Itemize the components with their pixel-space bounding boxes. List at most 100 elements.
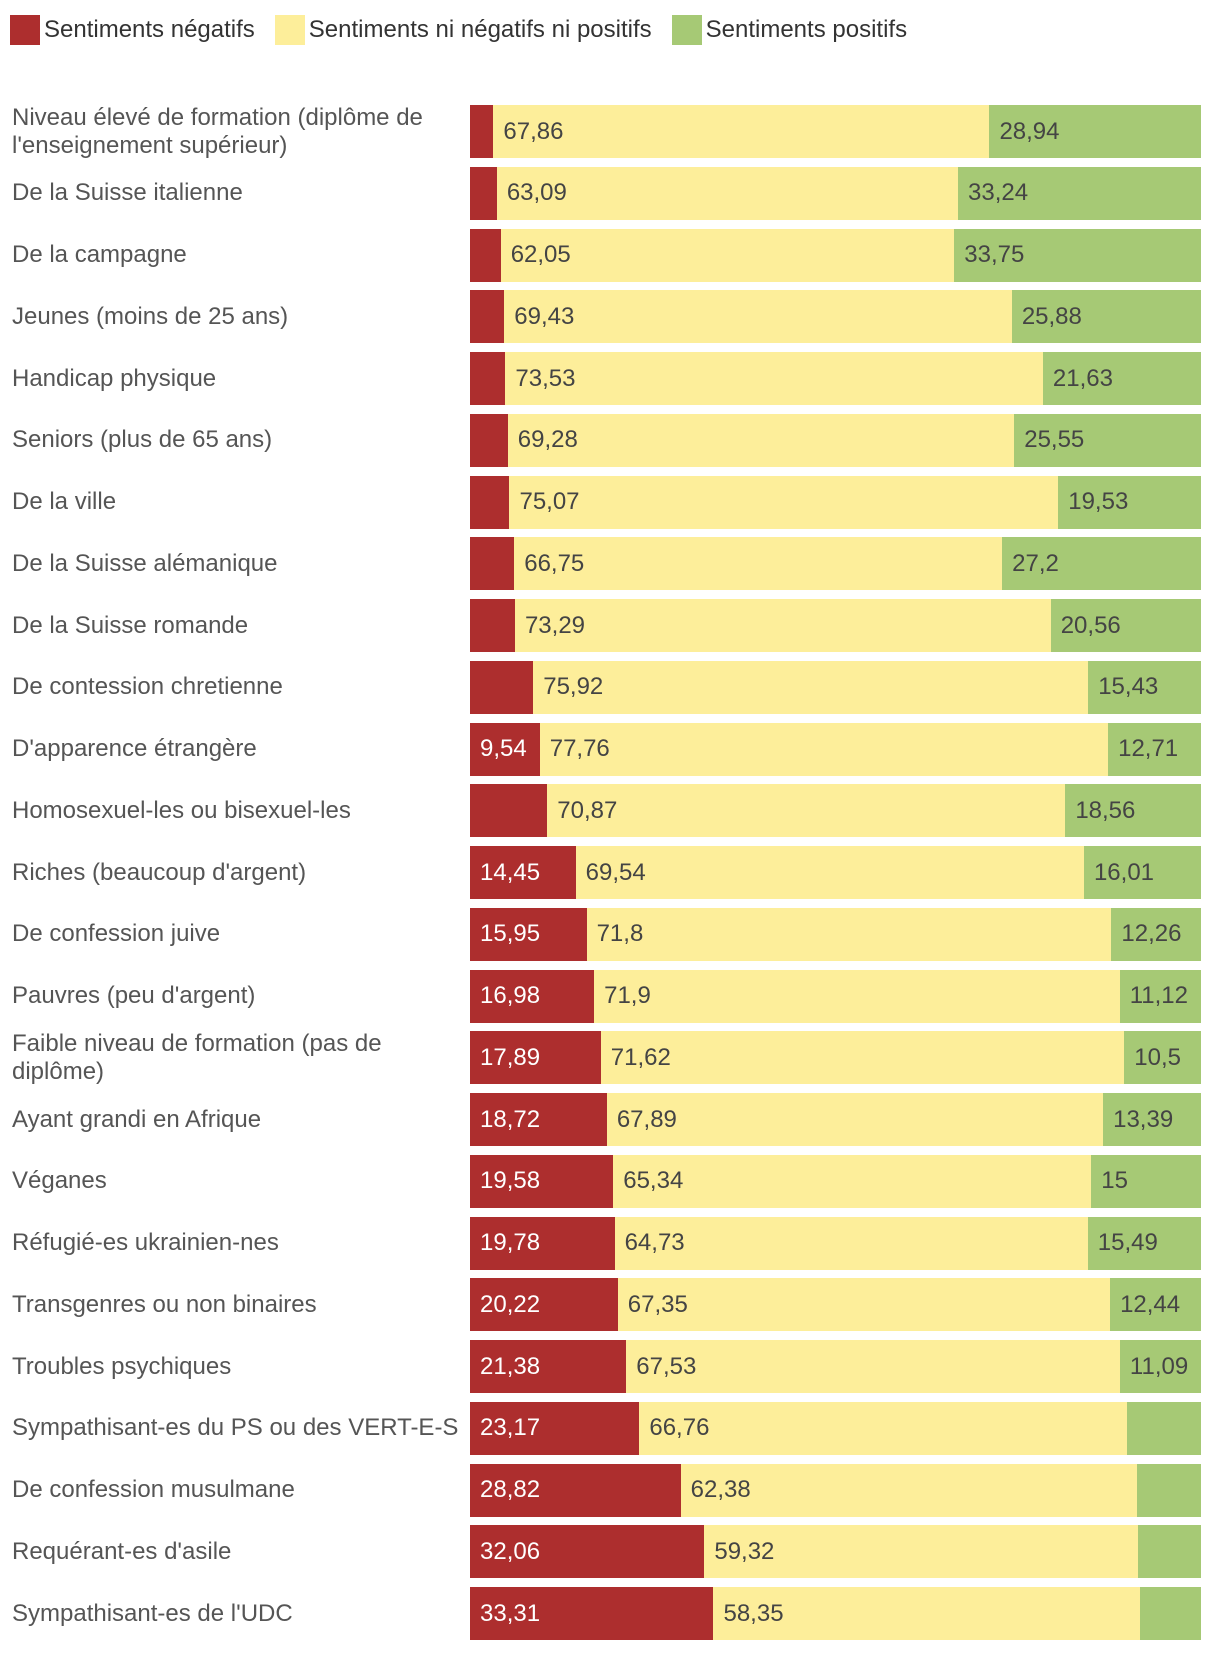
bar-negative — [470, 1340, 627, 1393]
bar-positive — [1119, 969, 1201, 1023]
value-label-positive: 11,12 — [1129, 982, 1188, 1009]
bar-neutral — [600, 1031, 1125, 1085]
legend-label-neutral: Sentiments ni négatifs ni positifs — [308, 16, 652, 43]
bar-neutral — [504, 290, 1012, 344]
value-label-negative: 17,89 — [480, 1043, 541, 1071]
value-label-positive: 12,26 — [1121, 920, 1182, 948]
bar-negative — [470, 352, 506, 405]
bar-positive — [989, 105, 1201, 158]
value-label-negative: 21,38 — [480, 1352, 541, 1380]
value-label-neutral: 69,43 — [514, 302, 575, 330]
value-label-positive: 11,09 — [1129, 1352, 1189, 1380]
value-label-positive: 20,56 — [1060, 611, 1121, 639]
bar-negative — [470, 846, 576, 899]
bar-neutral — [614, 1216, 1088, 1270]
value-label-neutral: 73,53 — [515, 364, 576, 392]
bar-neutral — [507, 413, 1015, 467]
category-label: Transgenres ou non binaires — [12, 1290, 317, 1318]
bar-negative — [470, 105, 494, 158]
legend-swatch-negative — [10, 15, 40, 45]
value-label-negative: 20,22 — [480, 1290, 541, 1318]
value-label-neutral: 75,92 — [543, 673, 604, 701]
value-label-negative: 15,95 — [480, 920, 541, 948]
bar-positive — [1136, 1463, 1201, 1517]
value-label-neutral: 70,87 — [557, 796, 618, 824]
bar-positive — [1108, 722, 1201, 776]
category-label: Troubles psychiques — [12, 1352, 232, 1380]
value-label-neutral: 64,73 — [624, 1229, 685, 1256]
bar-neutral — [539, 722, 1109, 776]
value-label-positive: 18,56 — [1075, 796, 1136, 824]
bar-positive — [1042, 352, 1201, 405]
category-label: D'apparence étrangère — [12, 735, 257, 762]
value-label-neutral: 66,75 — [524, 549, 585, 577]
value-label-positive: 28,94 — [999, 117, 1060, 145]
category-label: Véganes — [12, 1167, 107, 1195]
bar-neutral — [514, 599, 1051, 652]
value-label-positive: 13,39 — [1113, 1105, 1174, 1133]
legend-item-neutral: Sentiments ni négatifs ni positifs — [274, 15, 652, 45]
value-label-positive: 21,63 — [1052, 364, 1113, 392]
bar-positive — [1083, 846, 1201, 899]
value-label-neutral: 67,53 — [636, 1352, 697, 1380]
bar-positive — [1065, 784, 1201, 838]
category-label: Handicap physique — [12, 364, 217, 392]
bar-neutral — [500, 228, 955, 282]
value-label-neutral: 63,09 — [506, 179, 567, 207]
bar-negative — [470, 1093, 607, 1146]
bar-positive — [958, 166, 1201, 220]
bar-positive — [1088, 660, 1201, 714]
category-label: De confession juive — [12, 920, 221, 948]
category-label: Faible niveau de formation (pas de diplô… — [12, 1029, 382, 1085]
bar-negative — [470, 537, 515, 591]
value-label-neutral: 58,35 — [723, 1599, 784, 1627]
bar-positive — [1110, 1278, 1201, 1332]
category-label: De confession musulmane — [12, 1476, 295, 1503]
bar-negative — [470, 475, 510, 529]
bar-negative — [470, 1525, 705, 1579]
bar-positive — [1058, 475, 1201, 529]
legend-label-negative: Sentiments négatifs — [44, 16, 255, 43]
chart-legend: Sentiments négatifs Sentiments ni négati… — [10, 10, 927, 50]
bar-neutral — [547, 784, 1066, 838]
bar-neutral — [626, 1340, 1120, 1393]
value-label-positive: 15,43 — [1098, 673, 1159, 701]
value-label-positive: 33,24 — [968, 179, 1029, 207]
value-label-positive: 12,44 — [1120, 1290, 1181, 1318]
bar-negative — [470, 228, 501, 282]
value-label-positive: 12,71 — [1118, 735, 1179, 762]
bar-neutral — [505, 352, 1043, 405]
bar-negative — [470, 599, 515, 652]
value-label-positive: 15,49 — [1097, 1229, 1158, 1256]
value-label-negative: 16,98 — [480, 982, 541, 1009]
bar-negative — [470, 784, 548, 838]
bar-neutral — [533, 660, 1089, 714]
value-label-neutral: 62,05 — [510, 241, 571, 268]
bar-neutral — [613, 1154, 1092, 1208]
bar-neutral — [586, 907, 1112, 961]
bar-neutral — [575, 846, 1084, 899]
bar-positive — [1103, 1093, 1201, 1146]
value-label-negative: 23,17 — [480, 1414, 541, 1442]
category-label: Pauvres (peu d'argent) — [12, 982, 256, 1009]
bar-positive — [1137, 1525, 1201, 1579]
value-label-neutral: 67,35 — [627, 1290, 688, 1318]
bar-positive — [1087, 1216, 1201, 1270]
bar-positive — [954, 228, 1201, 282]
value-label-neutral: 67,86 — [503, 117, 564, 145]
category-label: De la campagne — [12, 241, 187, 268]
value-label-neutral: 65,34 — [623, 1167, 684, 1195]
value-label-positive: 27,2 — [1012, 549, 1059, 577]
bar-negative — [470, 1031, 601, 1085]
value-label-neutral: 77,76 — [549, 735, 610, 762]
bar-positive — [1011, 290, 1201, 344]
value-label-positive: 19,53 — [1068, 488, 1129, 515]
value-label-neutral: 73,29 — [524, 611, 586, 639]
value-label-neutral: 69,28 — [517, 426, 578, 454]
value-label-positive: 10,5 — [1134, 1043, 1181, 1071]
category-label: Sympathisant-es de l'UDC — [12, 1599, 293, 1627]
category-label: De la ville — [12, 488, 117, 515]
value-label-positive: 33,75 — [964, 241, 1025, 268]
legend-item-positive: Sentiments positifs — [671, 15, 907, 45]
